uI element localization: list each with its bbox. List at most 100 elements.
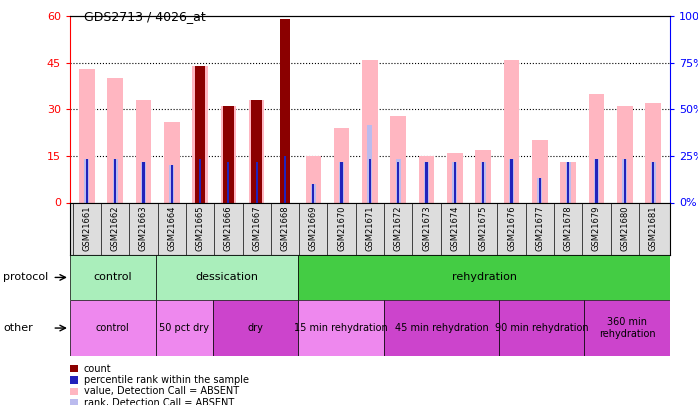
Bar [588,94,604,202]
Bar [228,162,230,202]
Bar [306,156,321,202]
Text: 360 min
rehydration: 360 min rehydration [599,317,655,339]
Bar [311,184,316,202]
Bar [652,162,654,202]
Bar [156,300,213,356]
Bar [362,60,378,202]
Bar [164,122,179,202]
Text: GSM21677: GSM21677 [535,205,544,251]
Bar [369,159,371,202]
Text: GSM21676: GSM21676 [507,205,516,251]
Text: other: other [3,323,34,333]
Text: GSM21664: GSM21664 [168,205,176,251]
Text: dessication: dessication [195,273,258,282]
Bar [280,19,290,202]
Text: GSM21674: GSM21674 [450,205,459,251]
Bar [70,300,156,356]
Bar [509,159,514,202]
Text: GDS2713 / 4026_at: GDS2713 / 4026_at [84,10,205,23]
Bar [390,115,406,202]
Bar [452,162,457,202]
Bar [312,184,314,202]
Bar [195,66,205,202]
Bar [249,100,265,202]
Text: 90 min rehydration: 90 min rehydration [495,323,588,333]
Text: GSM21663: GSM21663 [139,205,148,251]
Bar [537,178,542,202]
Text: percentile rank within the sample: percentile rank within the sample [84,375,248,385]
Text: GSM21671: GSM21671 [366,205,374,251]
Bar [567,162,570,202]
Bar [226,162,231,202]
Bar [255,162,258,202]
Bar [481,162,486,202]
Text: rank, Detection Call = ABSENT: rank, Detection Call = ABSENT [84,398,234,405]
Bar [135,100,151,202]
Bar [114,159,117,202]
Text: GSM21680: GSM21680 [621,205,630,251]
Bar [221,106,236,202]
Bar [156,255,299,300]
Text: GSM21662: GSM21662 [110,205,119,251]
Bar [86,159,88,202]
Text: GSM21681: GSM21681 [648,205,658,251]
Text: protocol: protocol [3,273,49,282]
Bar [284,156,286,202]
Text: GSM21670: GSM21670 [337,205,346,251]
Bar [142,162,144,202]
Text: GSM21672: GSM21672 [394,205,403,251]
Text: GSM21667: GSM21667 [252,205,261,251]
Text: GSM21673: GSM21673 [422,205,431,251]
Text: count: count [84,364,112,373]
Bar [560,162,576,202]
Bar [169,165,174,202]
Bar [426,162,428,202]
Text: GSM21679: GSM21679 [592,205,601,251]
Bar [299,300,384,356]
Bar [539,178,541,202]
Bar [251,100,262,202]
Bar [334,128,350,202]
Bar [447,153,463,202]
Text: GSM21678: GSM21678 [564,205,572,251]
Bar [112,159,118,202]
Bar [617,106,632,202]
Bar [454,162,456,202]
Bar [396,159,401,202]
Text: GSM21666: GSM21666 [224,205,233,251]
Bar [213,300,299,356]
Text: GSM21668: GSM21668 [281,205,290,251]
Bar [170,165,173,202]
Bar [475,150,491,202]
Bar [397,162,399,202]
Bar [651,162,655,202]
Bar [141,162,146,202]
Bar [498,300,584,356]
Bar [622,159,628,202]
Text: control: control [96,323,130,333]
Bar [482,162,484,202]
Bar [79,69,94,202]
Bar [107,78,123,202]
Text: control: control [94,273,132,282]
Text: 50 pct dry: 50 pct dry [159,323,209,333]
Bar [299,255,670,300]
Bar [70,255,156,300]
Bar [646,103,661,202]
Bar [419,156,434,202]
Text: rehydration: rehydration [452,273,517,282]
Bar [198,159,202,202]
Text: 15 min rehydration: 15 min rehydration [295,323,388,333]
Text: GSM21669: GSM21669 [309,205,318,251]
Bar [223,106,234,202]
Bar [341,162,343,202]
Bar [367,125,373,202]
Bar [424,162,429,202]
Bar [84,159,89,202]
Bar [532,141,548,202]
Bar [504,60,519,202]
Bar [584,300,670,356]
Text: GSM21665: GSM21665 [195,205,205,251]
Bar [510,159,512,202]
Text: GSM21661: GSM21661 [82,205,91,251]
